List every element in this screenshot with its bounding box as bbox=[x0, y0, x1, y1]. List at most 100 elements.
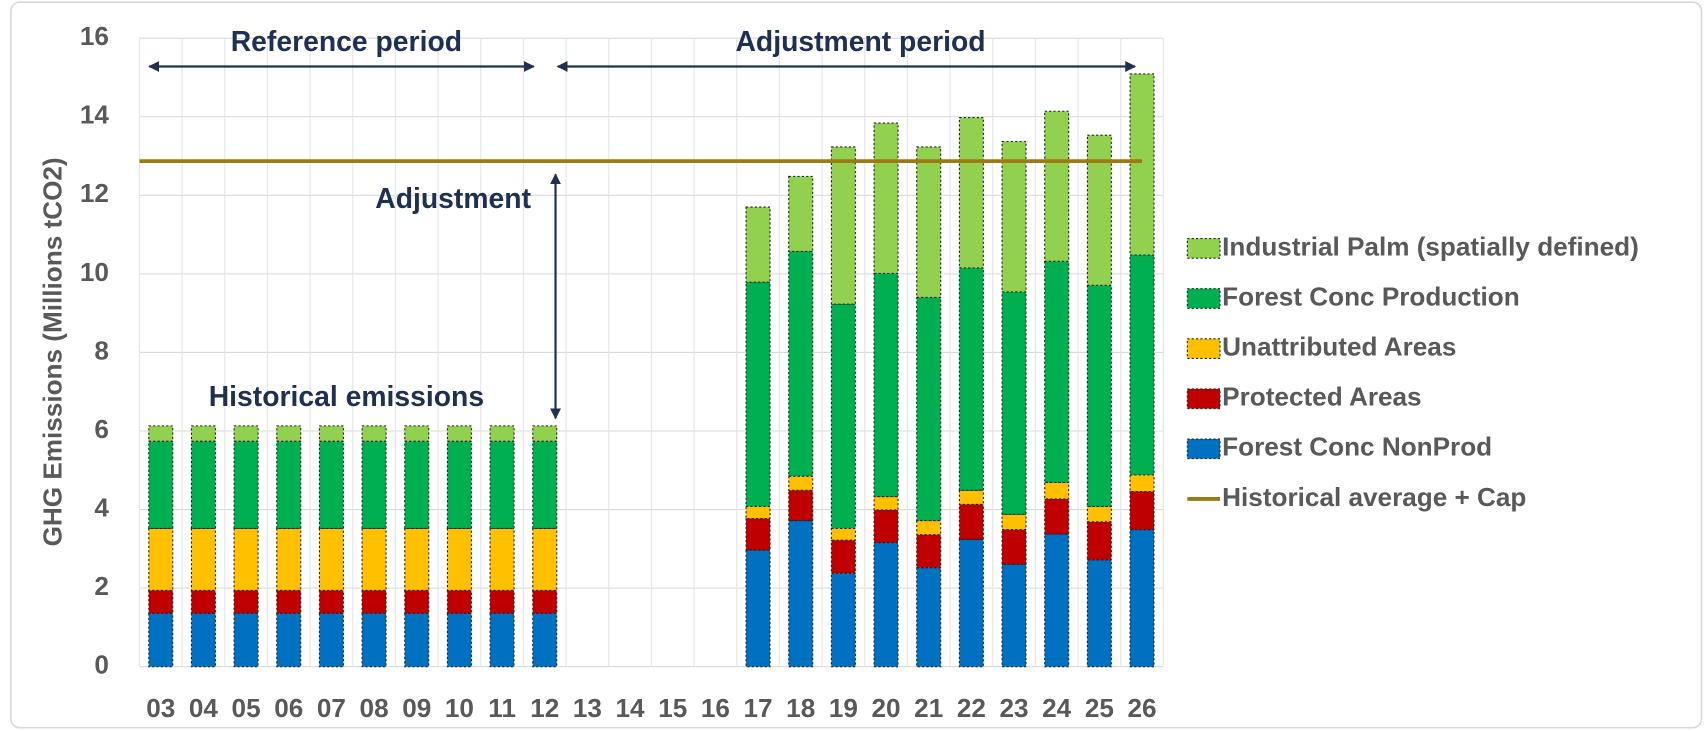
legend-swatch bbox=[1186, 338, 1221, 359]
bar-segment bbox=[233, 440, 259, 529]
annotation: Adjustment bbox=[375, 183, 531, 215]
bar-segment bbox=[233, 527, 259, 592]
bar-segment bbox=[148, 589, 174, 614]
bar-segment bbox=[190, 589, 216, 614]
legend-label: Historical average + Cap bbox=[1222, 482, 1526, 512]
bar-segment bbox=[916, 296, 942, 522]
bar-segment bbox=[404, 527, 430, 592]
bar-segment bbox=[446, 612, 472, 668]
bar-segment bbox=[958, 489, 984, 505]
bar-segment bbox=[1001, 513, 1027, 531]
bar-segment bbox=[1044, 533, 1070, 668]
bar-segment bbox=[276, 589, 302, 614]
y-tick-label: 14 bbox=[80, 100, 110, 130]
x-tick-label: 09 bbox=[402, 693, 431, 723]
bar-segment bbox=[318, 440, 344, 529]
overlay: Reference period Adjustment period Adjus… bbox=[37, 21, 1638, 723]
bar-segment bbox=[1129, 474, 1155, 493]
bar-segment bbox=[1129, 254, 1155, 476]
bar-segment bbox=[446, 425, 472, 442]
bar-segment bbox=[361, 612, 387, 668]
bar-segment bbox=[745, 518, 771, 551]
bar-segment bbox=[532, 425, 558, 442]
x-tick-label: 22 bbox=[957, 693, 986, 723]
x-tick-label: 19 bbox=[829, 693, 858, 723]
x-tick-label: 21 bbox=[914, 693, 943, 723]
bar-segment bbox=[489, 527, 515, 592]
bar-segment bbox=[148, 440, 174, 529]
bar-segment bbox=[788, 520, 814, 668]
bar-segment bbox=[318, 589, 344, 614]
bar-segment bbox=[532, 440, 558, 529]
annotation: Historical emissions bbox=[209, 381, 484, 413]
bar-segment bbox=[873, 509, 899, 544]
x-tick-label: 11 bbox=[488, 693, 516, 723]
bar-segment bbox=[830, 146, 856, 305]
bar-segment bbox=[489, 589, 515, 614]
bar-segment bbox=[190, 440, 216, 529]
bar-segment bbox=[404, 612, 430, 668]
x-tick-label: 05 bbox=[232, 693, 261, 723]
bar-segment bbox=[404, 589, 430, 614]
bar-segment bbox=[489, 612, 515, 668]
bar-segment bbox=[873, 496, 899, 511]
bar-segment bbox=[404, 425, 430, 442]
bar-segment bbox=[318, 425, 344, 442]
y-tick-label: 16 bbox=[80, 21, 109, 51]
y-tick-label: 8 bbox=[94, 335, 109, 365]
x-tick-label: 18 bbox=[786, 693, 815, 723]
bar-segment bbox=[148, 425, 174, 442]
bar-segment bbox=[788, 489, 814, 522]
x-tick-label: 23 bbox=[1000, 693, 1029, 723]
bar-segment bbox=[233, 612, 259, 668]
x-tick-label: 20 bbox=[872, 693, 901, 723]
legend-label: Forest Conc Production bbox=[1222, 281, 1520, 311]
y-tick-label: 4 bbox=[94, 492, 109, 522]
bar-segment bbox=[916, 146, 942, 298]
bar-segment bbox=[958, 116, 984, 269]
x-tick-label: 13 bbox=[573, 693, 602, 723]
x-tick-label: 24 bbox=[1042, 693, 1072, 723]
bar-segment bbox=[958, 503, 984, 540]
bar-segment bbox=[1129, 529, 1155, 668]
bar-segment bbox=[404, 440, 430, 529]
grid bbox=[138, 37, 1164, 668]
bar-segment bbox=[489, 425, 515, 442]
bar-segment bbox=[233, 589, 259, 614]
bar-segment bbox=[830, 539, 856, 574]
y-tick-label: 0 bbox=[94, 650, 109, 680]
y-tick-label: 2 bbox=[94, 571, 109, 601]
bar-segment bbox=[873, 122, 899, 275]
bar-segment bbox=[788, 475, 814, 491]
x-tick-label: 26 bbox=[1127, 693, 1156, 723]
y-tick-label: 12 bbox=[80, 178, 109, 208]
bar-segment bbox=[276, 425, 302, 442]
bar-segment bbox=[1086, 559, 1112, 668]
bar-segment bbox=[1086, 505, 1112, 523]
bar-segment bbox=[190, 425, 216, 442]
y-axis-label: GHG Emissions (Millions tCO2) bbox=[37, 157, 67, 546]
bar-segment bbox=[446, 589, 472, 614]
bar-segment bbox=[148, 612, 174, 668]
x-tick-label: 07 bbox=[317, 693, 346, 723]
legend-swatch bbox=[1186, 288, 1221, 309]
frame bbox=[10, 1, 1703, 729]
x-tick-label: 25 bbox=[1085, 693, 1114, 723]
bar-segment bbox=[446, 440, 472, 529]
bar-segment bbox=[318, 527, 344, 592]
bar-segment bbox=[532, 527, 558, 592]
bar-segment bbox=[361, 589, 387, 614]
bar-segment bbox=[1086, 284, 1112, 507]
bar-segment bbox=[873, 272, 899, 498]
bar-segment bbox=[1001, 563, 1027, 668]
x-tick-label: 14 bbox=[616, 693, 646, 723]
bar-segment bbox=[361, 527, 387, 592]
bar-segment bbox=[318, 612, 344, 668]
bar-segment bbox=[148, 527, 174, 592]
bar-segment bbox=[788, 175, 814, 253]
bar-segment bbox=[276, 527, 302, 592]
legend-label: Protected Areas bbox=[1222, 382, 1421, 412]
bar-segment bbox=[745, 505, 771, 520]
bar-segment bbox=[745, 206, 771, 283]
legend-swatch bbox=[1186, 238, 1221, 259]
